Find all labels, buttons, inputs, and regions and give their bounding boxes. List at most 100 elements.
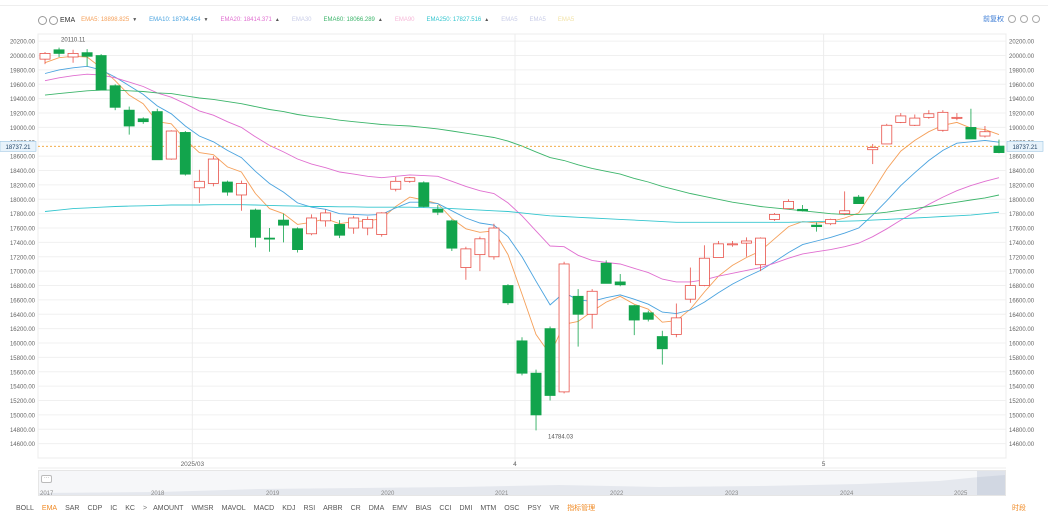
legend-item[interactable]: EMA90 bbox=[394, 17, 415, 23]
legend-item[interactable]: EMA60: 18066.289 ▲ bbox=[323, 17, 383, 23]
y-tick-label-left: 16800.00 bbox=[10, 284, 36, 290]
y-tick-label-right: 19600.00 bbox=[1009, 83, 1035, 89]
indicator-tab[interactable]: EMA bbox=[41, 504, 58, 512]
y-tick-label-left: 16000.00 bbox=[10, 342, 36, 348]
candle-body bbox=[544, 328, 556, 396]
candle-body bbox=[292, 228, 303, 250]
y-tick-label-left: 17200.00 bbox=[10, 255, 36, 261]
current-price-label-right: 18737.21 bbox=[1012, 145, 1038, 151]
y-tick-label-left: 17000.00 bbox=[10, 270, 36, 276]
candlestick-chart[interactable]: 20200.00 20200.00 20000.00 20000.00 19800.00… bbox=[0, 30, 1048, 470]
year-label: 2020 bbox=[381, 491, 395, 497]
y-tick-label-left: 15000.00 bbox=[10, 413, 36, 419]
candle-body bbox=[881, 124, 893, 145]
indicator-tab[interactable]: IC bbox=[110, 504, 118, 512]
candle-body bbox=[993, 145, 1005, 153]
year-label: 2024 bbox=[840, 491, 854, 497]
candle-body bbox=[320, 212, 332, 222]
chevron-right-icon[interactable]: > bbox=[143, 504, 148, 512]
indicator-tab[interactable]: RSI bbox=[303, 504, 316, 512]
candle-body bbox=[811, 224, 823, 227]
legend-item[interactable]: EMA5 bbox=[557, 17, 575, 23]
x-tick-label: 5 bbox=[822, 461, 826, 468]
legend-item[interactable]: EMA5: 18898.825 ▼ bbox=[81, 17, 138, 23]
indicator-tab[interactable]: DMA bbox=[368, 504, 385, 512]
y-tick-label-left: 18000.00 bbox=[10, 198, 36, 204]
y-tick-label-right: 17600.00 bbox=[1009, 227, 1035, 233]
indicator-tab[interactable]: KC bbox=[125, 504, 135, 512]
y-tick-label-left: 14600.00 bbox=[10, 442, 36, 448]
undo-icon[interactable] bbox=[1008, 15, 1016, 23]
indicator-tab[interactable]: MTM bbox=[480, 504, 497, 512]
indicator-tab[interactable]: CR bbox=[350, 504, 361, 512]
ema-line-ema20 bbox=[44, 73, 1000, 283]
legend-item[interactable]: EMA10: 18794.454 ▼ bbox=[149, 17, 209, 23]
candle-body bbox=[628, 305, 640, 321]
indicator-tab[interactable]: PSY bbox=[527, 504, 542, 512]
y-tick-label-right: 19800.00 bbox=[1009, 68, 1035, 74]
indicator-tab[interactable]: OSC bbox=[504, 504, 520, 512]
y-tick-label-right: 14800.00 bbox=[1009, 428, 1035, 434]
candle-body bbox=[797, 208, 809, 212]
y-tick-label-left: 19400.00 bbox=[10, 97, 36, 103]
current-price-tag-left bbox=[0, 141, 37, 152]
candle-body bbox=[193, 180, 205, 189]
candle-body bbox=[432, 208, 444, 213]
plot-area bbox=[37, 33, 1007, 459]
indicator-tab[interactable]: BOLL bbox=[16, 504, 34, 512]
indicator-tab[interactable]: EMV bbox=[392, 504, 408, 512]
y-tick-label-left: 15800.00 bbox=[10, 356, 36, 362]
year-label: 2025 bbox=[954, 491, 968, 497]
candle-body bbox=[530, 372, 542, 416]
y-tick-label-left: 19600.00 bbox=[10, 83, 36, 89]
indicator-tab[interactable]: KDJ bbox=[282, 504, 296, 512]
legend-arrow-icon: ▲ bbox=[484, 17, 490, 23]
indicator-tab[interactable]: 指标管理 bbox=[567, 505, 596, 512]
candle-body bbox=[502, 285, 514, 304]
indicator-tab[interactable]: BIAS bbox=[415, 504, 432, 512]
adjust-mode-button[interactable]: 前复权 bbox=[983, 16, 1004, 23]
indicator-tab[interactable]: AMOUNT bbox=[153, 504, 184, 512]
candle-body bbox=[726, 243, 738, 246]
range-navigator[interactable]: ··· bbox=[38, 470, 1006, 496]
visibility-icon[interactable] bbox=[49, 15, 58, 25]
indicator-tab[interactable]: DMI bbox=[459, 504, 473, 512]
candle-body bbox=[558, 263, 570, 393]
indicator-tab[interactable]: MACD bbox=[253, 504, 275, 512]
chart-controls: 前复权 bbox=[983, 14, 1040, 24]
settings-icon[interactable] bbox=[38, 15, 47, 25]
legend-indicator-name[interactable]: EMA bbox=[60, 16, 76, 24]
legend-item[interactable]: EMA20: 18414.371 ▲ bbox=[220, 17, 280, 23]
y-tick-label-left: 16400.00 bbox=[10, 313, 36, 319]
candle-body bbox=[670, 317, 682, 335]
zoom-in-icon[interactable] bbox=[1020, 15, 1028, 23]
legend-item[interactable]: EMA5 bbox=[529, 17, 546, 23]
zoom-out-icon[interactable] bbox=[1032, 15, 1040, 23]
time-range-button[interactable]: 时段 bbox=[1012, 505, 1026, 512]
candle-body bbox=[390, 180, 402, 190]
candle-body bbox=[376, 212, 388, 235]
indicator-tab[interactable]: VR bbox=[549, 504, 560, 512]
candle-body bbox=[235, 183, 247, 196]
candle-body bbox=[460, 248, 472, 268]
y-tick-label-right: 18600.00 bbox=[1009, 155, 1035, 161]
candle-body bbox=[965, 127, 977, 140]
current-price-label-left: 18737.21 bbox=[5, 145, 31, 151]
legend-item[interactable]: EMA30 bbox=[291, 17, 312, 23]
legend-item[interactable]: EMA5 bbox=[501, 17, 518, 23]
y-tick-label-right: 20200.00 bbox=[1009, 40, 1035, 46]
y-tick-label-left: 17800.00 bbox=[10, 212, 36, 218]
candle-body bbox=[404, 177, 416, 182]
indicator-tab[interactable]: ARBR bbox=[323, 504, 343, 512]
indicator-tab[interactable]: WMSR bbox=[191, 504, 214, 512]
y-tick-label-left: 17600.00 bbox=[10, 227, 36, 233]
indicator-tab[interactable]: MAVOL bbox=[221, 504, 246, 512]
legend-item[interactable]: EMA250: 17827.516 ▲ bbox=[426, 17, 490, 23]
indicator-tab[interactable]: CDP bbox=[87, 504, 103, 512]
indicator-tab[interactable]: CCI bbox=[439, 504, 452, 512]
y-tick-label-left: 14800.00 bbox=[10, 428, 36, 434]
candle-body bbox=[656, 336, 668, 350]
indicator-tab[interactable]: SAR bbox=[65, 504, 80, 512]
y-tick-label-right: 17400.00 bbox=[1009, 241, 1035, 247]
navigator-handle[interactable]: ··· bbox=[41, 475, 52, 483]
